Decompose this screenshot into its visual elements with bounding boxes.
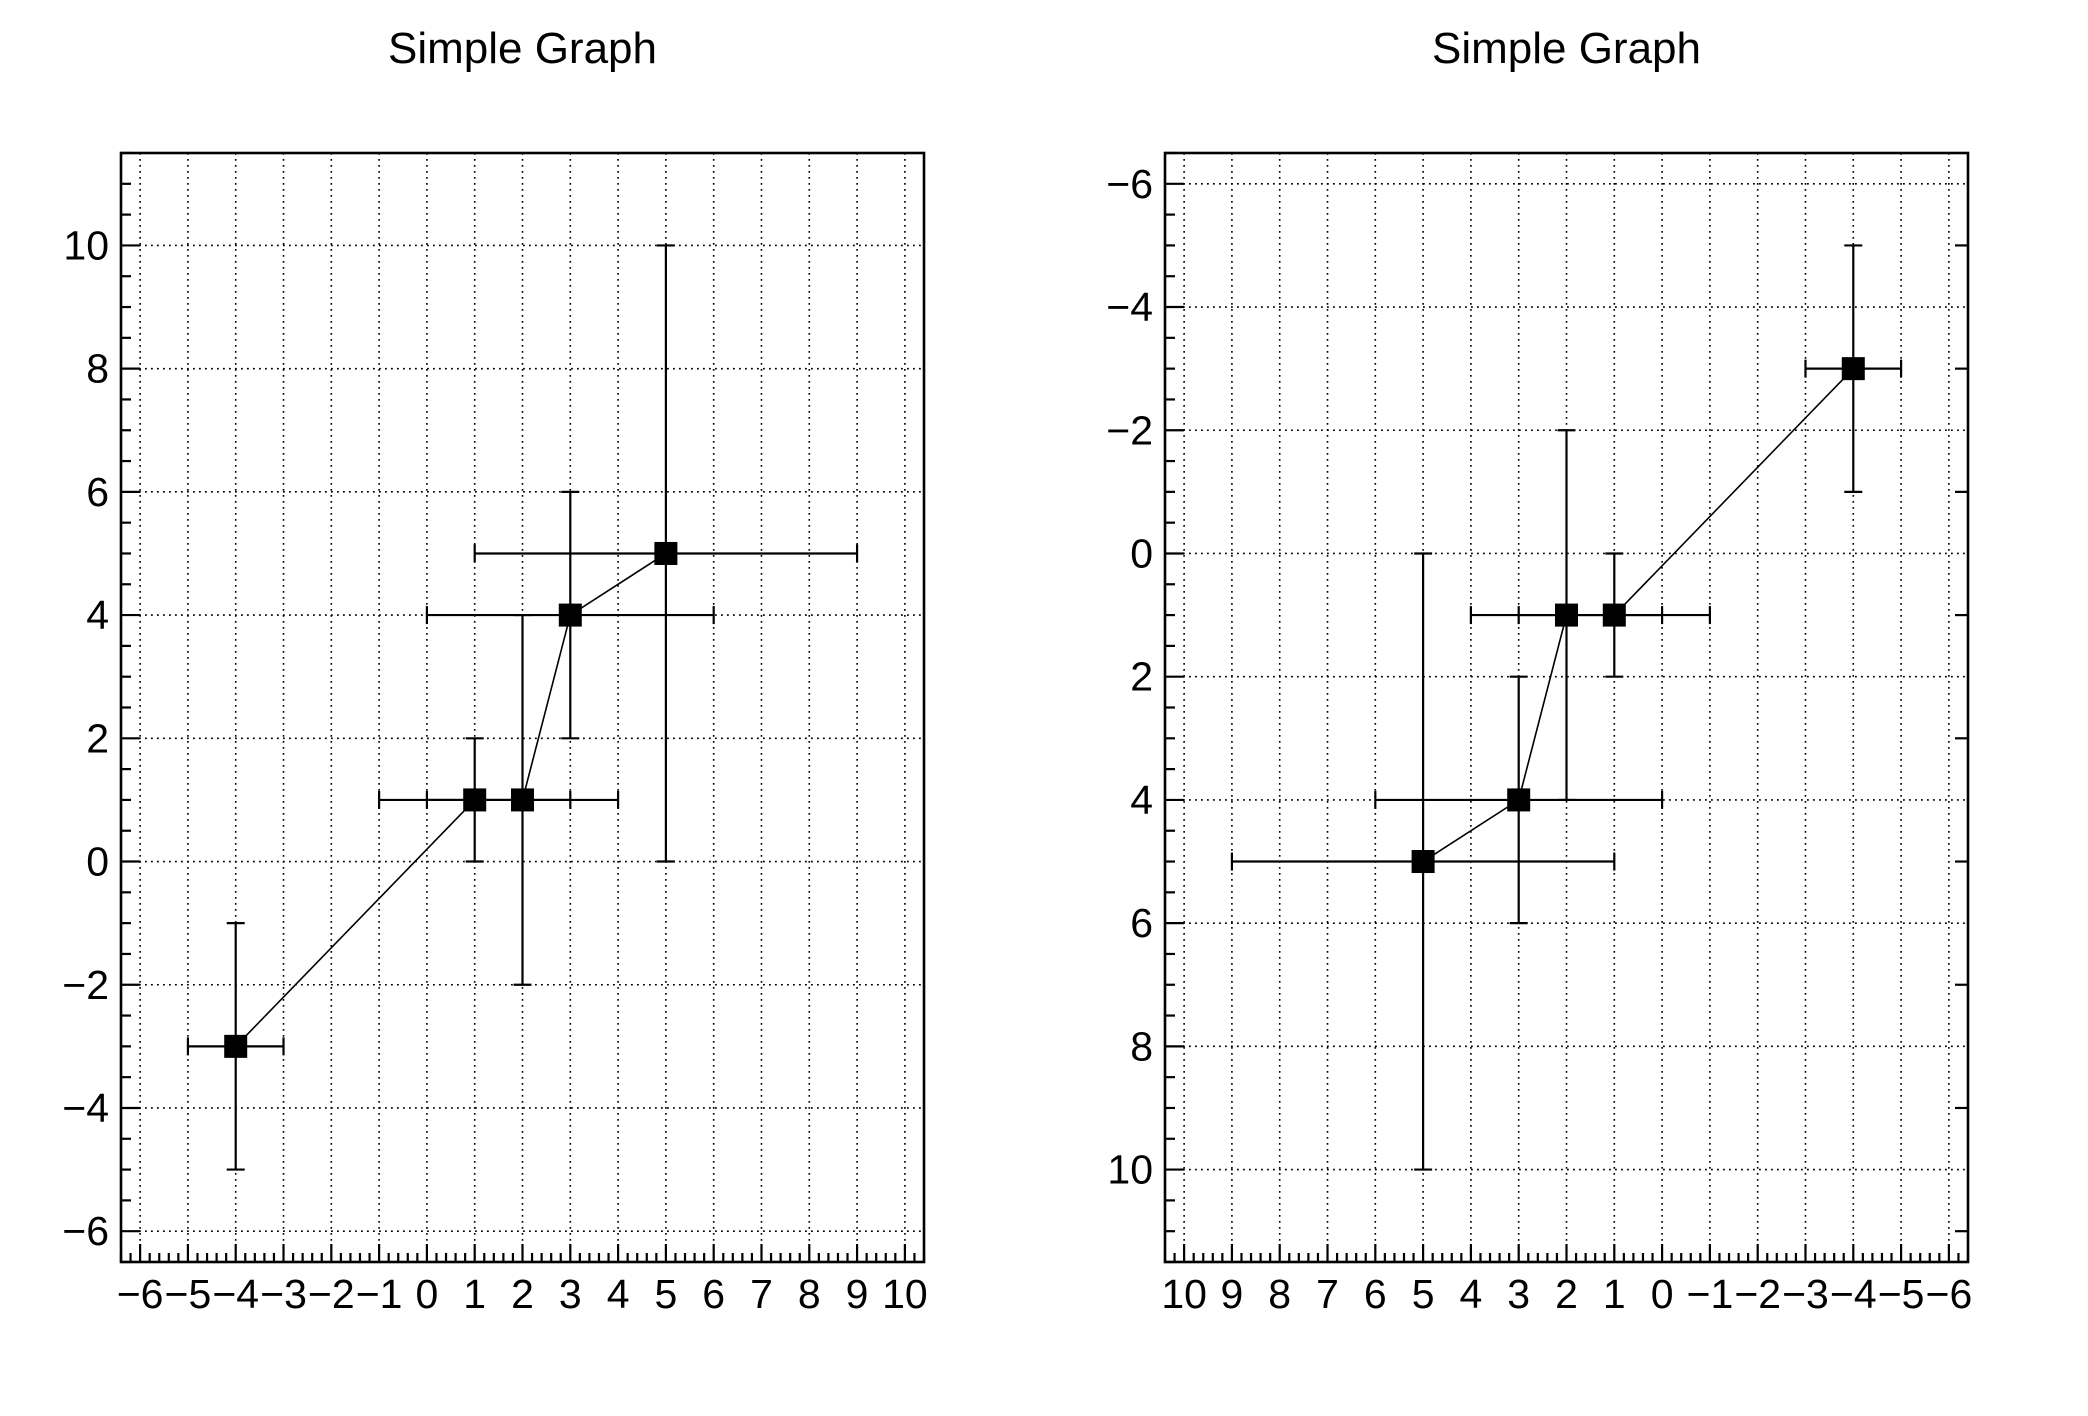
y-tick-label: 10 [1107,1147,1153,1193]
y-tick-label: −6 [1106,161,1153,207]
x-tick-label: −4 [1830,1271,1877,1317]
y-tick-label: 8 [1130,1023,1153,1069]
data-point-marker [558,603,582,627]
x-tick-label: 4 [607,1271,630,1317]
y-tick-label: −2 [62,962,109,1008]
x-tick-label: −6 [1926,1271,1973,1317]
y-tick-label: −4 [1106,284,1153,330]
y-tick-label: 8 [86,346,109,392]
x-tick-label: −3 [1782,1271,1829,1317]
x-tick-label: −5 [165,1271,212,1317]
data-point-marker [1555,603,1578,627]
y-tick-label: −4 [62,1085,109,1131]
x-tick-label: 10 [882,1271,928,1317]
x-tick-label: 7 [1316,1271,1339,1317]
x-tick-label: 6 [702,1271,725,1317]
x-tick-label: −1 [1687,1271,1734,1317]
data-point-marker [1841,357,1865,381]
x-tick-label: 2 [511,1271,534,1317]
x-tick-label: −4 [212,1271,259,1317]
x-tick-label: 7 [750,1271,773,1317]
x-tick-label: −2 [1734,1271,1781,1317]
data-point-marker [463,788,487,812]
y-tick-label: 6 [86,469,109,515]
x-tick-label: 1 [463,1271,486,1317]
x-tick-label: 0 [1651,1271,1674,1317]
y-tick-label: 0 [1130,530,1153,576]
x-tick-label: 6 [1364,1271,1387,1317]
y-tick-label: 2 [86,715,109,761]
y-tick-label: 2 [1130,654,1153,700]
y-tick-label: 6 [1130,900,1153,946]
x-tick-label: 10 [1161,1271,1207,1317]
data-point-marker [654,541,678,565]
x-tick-label: 2 [1555,1271,1578,1317]
x-tick-label: 0 [415,1271,438,1317]
x-tick-label: −6 [117,1271,164,1317]
x-tick-label: 8 [1268,1271,1291,1317]
y-tick-label: −2 [1106,407,1153,453]
x-tick-label: 9 [846,1271,869,1317]
x-tick-label: −3 [260,1271,307,1317]
chart-title-left: Simple Graph [387,24,657,73]
x-tick-label: −5 [1878,1271,1925,1317]
data-point-marker [1411,850,1435,874]
x-tick-label: 9 [1221,1271,1244,1317]
x-tick-label: 3 [1507,1271,1530,1317]
y-tick-label: 0 [86,839,109,885]
data-point-marker [224,1034,248,1058]
chart-title-right: Simple Graph [1431,24,1701,73]
x-tick-label: 1 [1603,1271,1626,1317]
data-point-marker [511,788,534,812]
y-tick-label: 4 [1130,777,1153,823]
x-tick-label: −1 [356,1271,403,1317]
x-tick-label: 5 [1412,1271,1435,1317]
x-tick-label: 8 [798,1271,821,1317]
data-point-marker [1602,603,1626,627]
y-tick-label: −6 [62,1208,109,1254]
data-point-marker [1507,788,1531,812]
x-tick-label: 4 [1459,1271,1482,1317]
x-tick-label: 3 [559,1271,582,1317]
x-tick-label: 5 [654,1271,677,1317]
y-tick-label: 4 [86,592,109,638]
x-tick-label: −2 [308,1271,355,1317]
y-tick-label: 10 [63,222,109,268]
